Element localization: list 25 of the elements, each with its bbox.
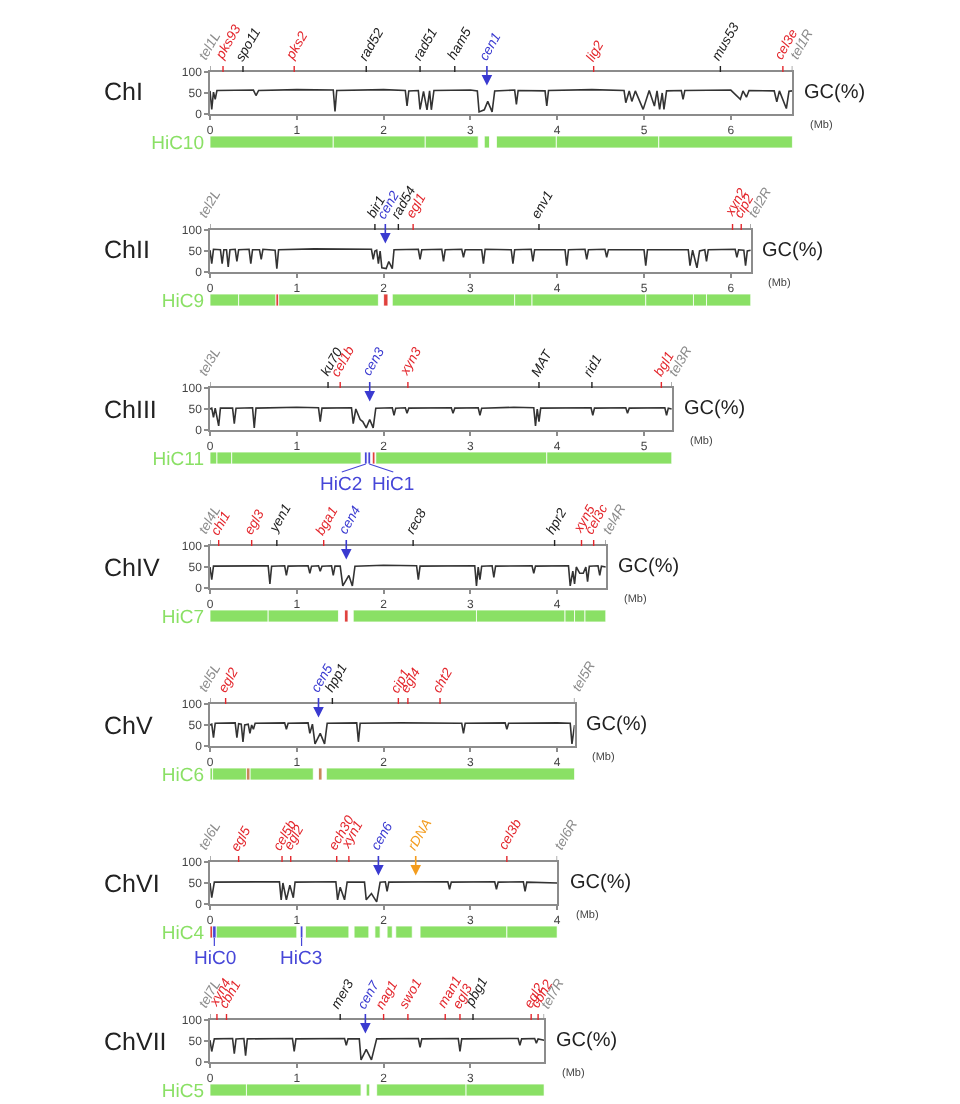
legend-label: HiC3 <box>280 948 323 970</box>
y-axis-title: GC(%) <box>556 1030 618 1052</box>
chart-title: ChII <box>104 236 150 264</box>
y-axis-title: GC(%) <box>618 556 680 578</box>
chart-title: ChV <box>104 712 154 740</box>
y-tick-label: HiC4 <box>161 922 204 945</box>
chart-title: ChVI <box>104 870 160 898</box>
y-tick-label: HiC6 <box>161 764 204 787</box>
legend-label: HiC1 <box>372 474 415 496</box>
y-tick-label: HiC5 <box>161 1080 204 1103</box>
y-axis-title: GC(%) <box>804 82 866 104</box>
chart-title: ChIII <box>104 396 157 424</box>
y-tick-label: HiC7 <box>161 606 204 629</box>
chart-title: ChI <box>104 78 143 106</box>
y-tick-label: HiC9 <box>161 290 204 313</box>
legend-label: HiC0 <box>194 948 237 970</box>
y-axis-title: GC(%) <box>684 398 746 420</box>
y-tick-label: HiC10 <box>151 132 204 155</box>
y-axis-title: GC(%) <box>762 240 824 262</box>
y-axis-title: GC(%) <box>570 872 632 894</box>
legend-label: HiC2 <box>320 474 363 496</box>
y-axis-title: GC(%) <box>586 714 648 736</box>
chart-title: ChIV <box>104 554 161 582</box>
y-tick-label: HiC11 <box>152 448 204 471</box>
chart-title: ChVII <box>104 1028 167 1056</box>
